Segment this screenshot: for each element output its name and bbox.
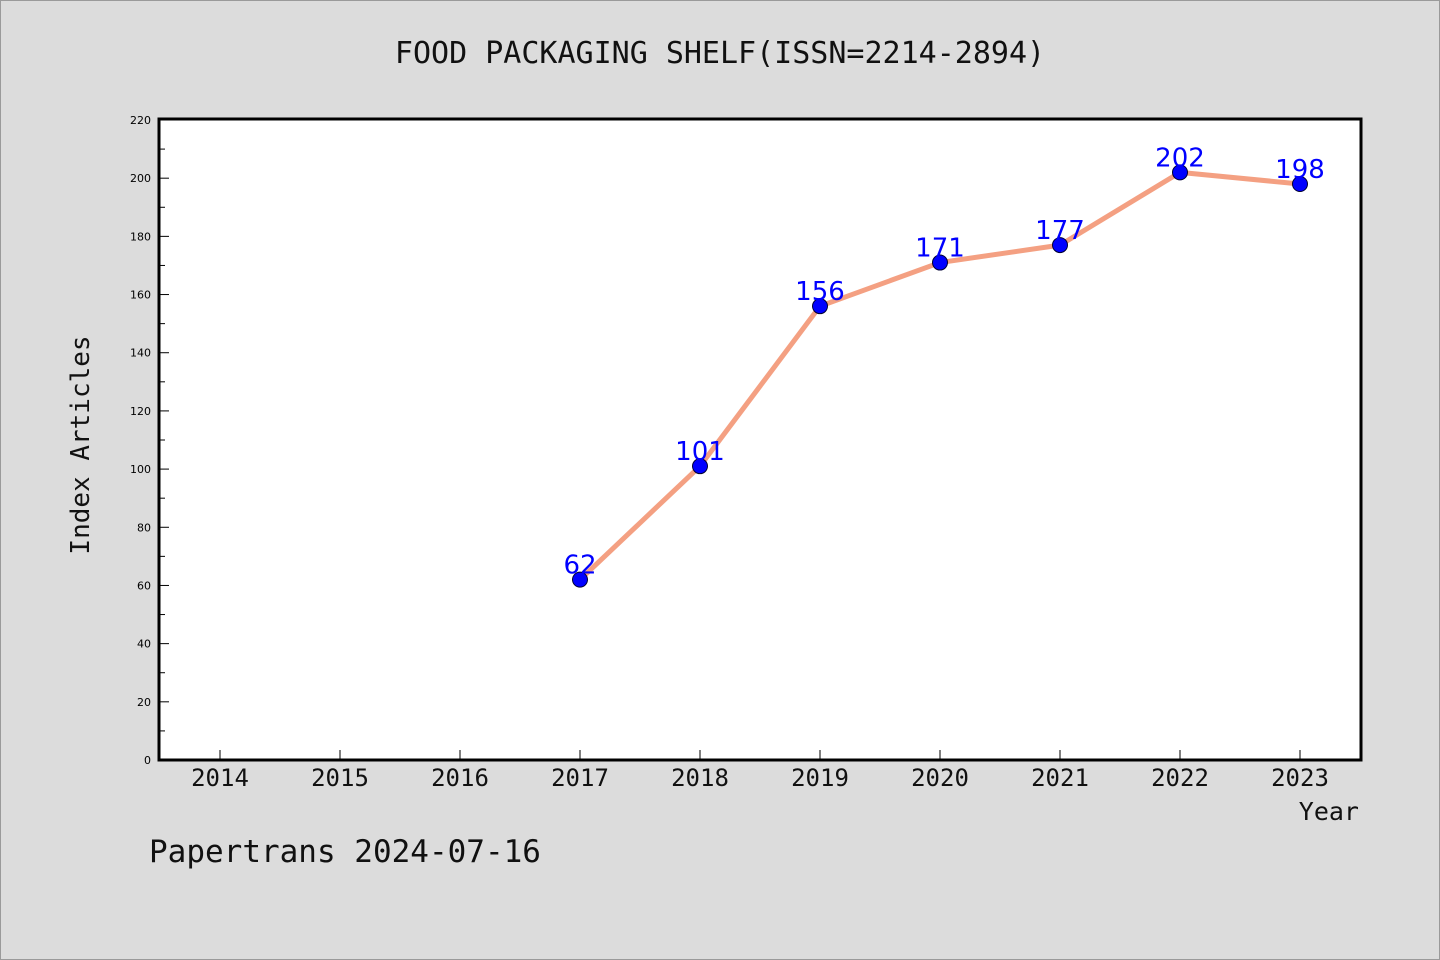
x-tick-label: 2017 (551, 764, 609, 792)
data-point (1292, 176, 1308, 192)
y-tick-label: 220 (130, 114, 151, 127)
x-axis-label: Year (1299, 797, 1359, 826)
y-axis-label: Index Articles (66, 335, 96, 554)
chart-title: FOOD PACKAGING SHELF(ISSN=2214-2894) (394, 36, 1046, 71)
x-tick-label: 2021 (1031, 764, 1089, 792)
plot-area (159, 119, 1361, 760)
data-labels-layer: 62 101 156 171 177 202 198 (563, 143, 1324, 580)
y-axis: 0 20 40 60 80 100 120 140 160 180 200 220 (130, 114, 169, 767)
y-tick-label: 20 (137, 696, 151, 709)
x-tick-label: 2015 (311, 764, 369, 792)
y-tick-label: 160 (130, 289, 151, 302)
x-tick-label: 2019 (791, 764, 849, 792)
footer-credit: Papertrans 2024-07-16 (149, 834, 541, 870)
x-tick-label: 2014 (191, 764, 249, 792)
data-label: 198 (1275, 155, 1325, 185)
data-point (932, 254, 948, 271)
y-tick-label: 120 (130, 405, 151, 418)
x-tick-label: 2016 (431, 764, 489, 792)
data-point (1172, 164, 1188, 181)
y-tick-label: 0 (144, 754, 151, 767)
y-tick-label: 140 (130, 347, 151, 360)
x-tick-label: 2018 (671, 764, 729, 792)
data-label: 156 (795, 277, 845, 307)
data-label: 177 (1035, 216, 1085, 246)
data-label: 62 (563, 551, 596, 581)
series-layer (572, 164, 1308, 588)
y-tick-label: 80 (137, 521, 151, 534)
y-tick-label: 100 (130, 463, 151, 476)
data-label: 202 (1155, 143, 1205, 173)
data-label: 171 (915, 234, 965, 264)
x-axis: 2014 2015 2016 2017 2018 2019 2020 2021 2022 2023 (191, 750, 1329, 792)
data-label: 101 (675, 437, 725, 467)
y-tick-label: 180 (130, 230, 151, 243)
data-point (1052, 237, 1068, 254)
data-point (692, 458, 708, 475)
x-tick-label: 2020 (911, 764, 969, 792)
data-point (572, 571, 588, 588)
y-tick-label: 200 (130, 172, 151, 185)
data-point (812, 298, 828, 315)
y-tick-label: 60 (137, 579, 151, 592)
y-tick-label: 40 (137, 638, 151, 651)
plot-border (157, 117, 1363, 762)
x-tick-label: 2022 (1151, 764, 1209, 792)
x-tick-label: 2023 (1271, 764, 1329, 792)
